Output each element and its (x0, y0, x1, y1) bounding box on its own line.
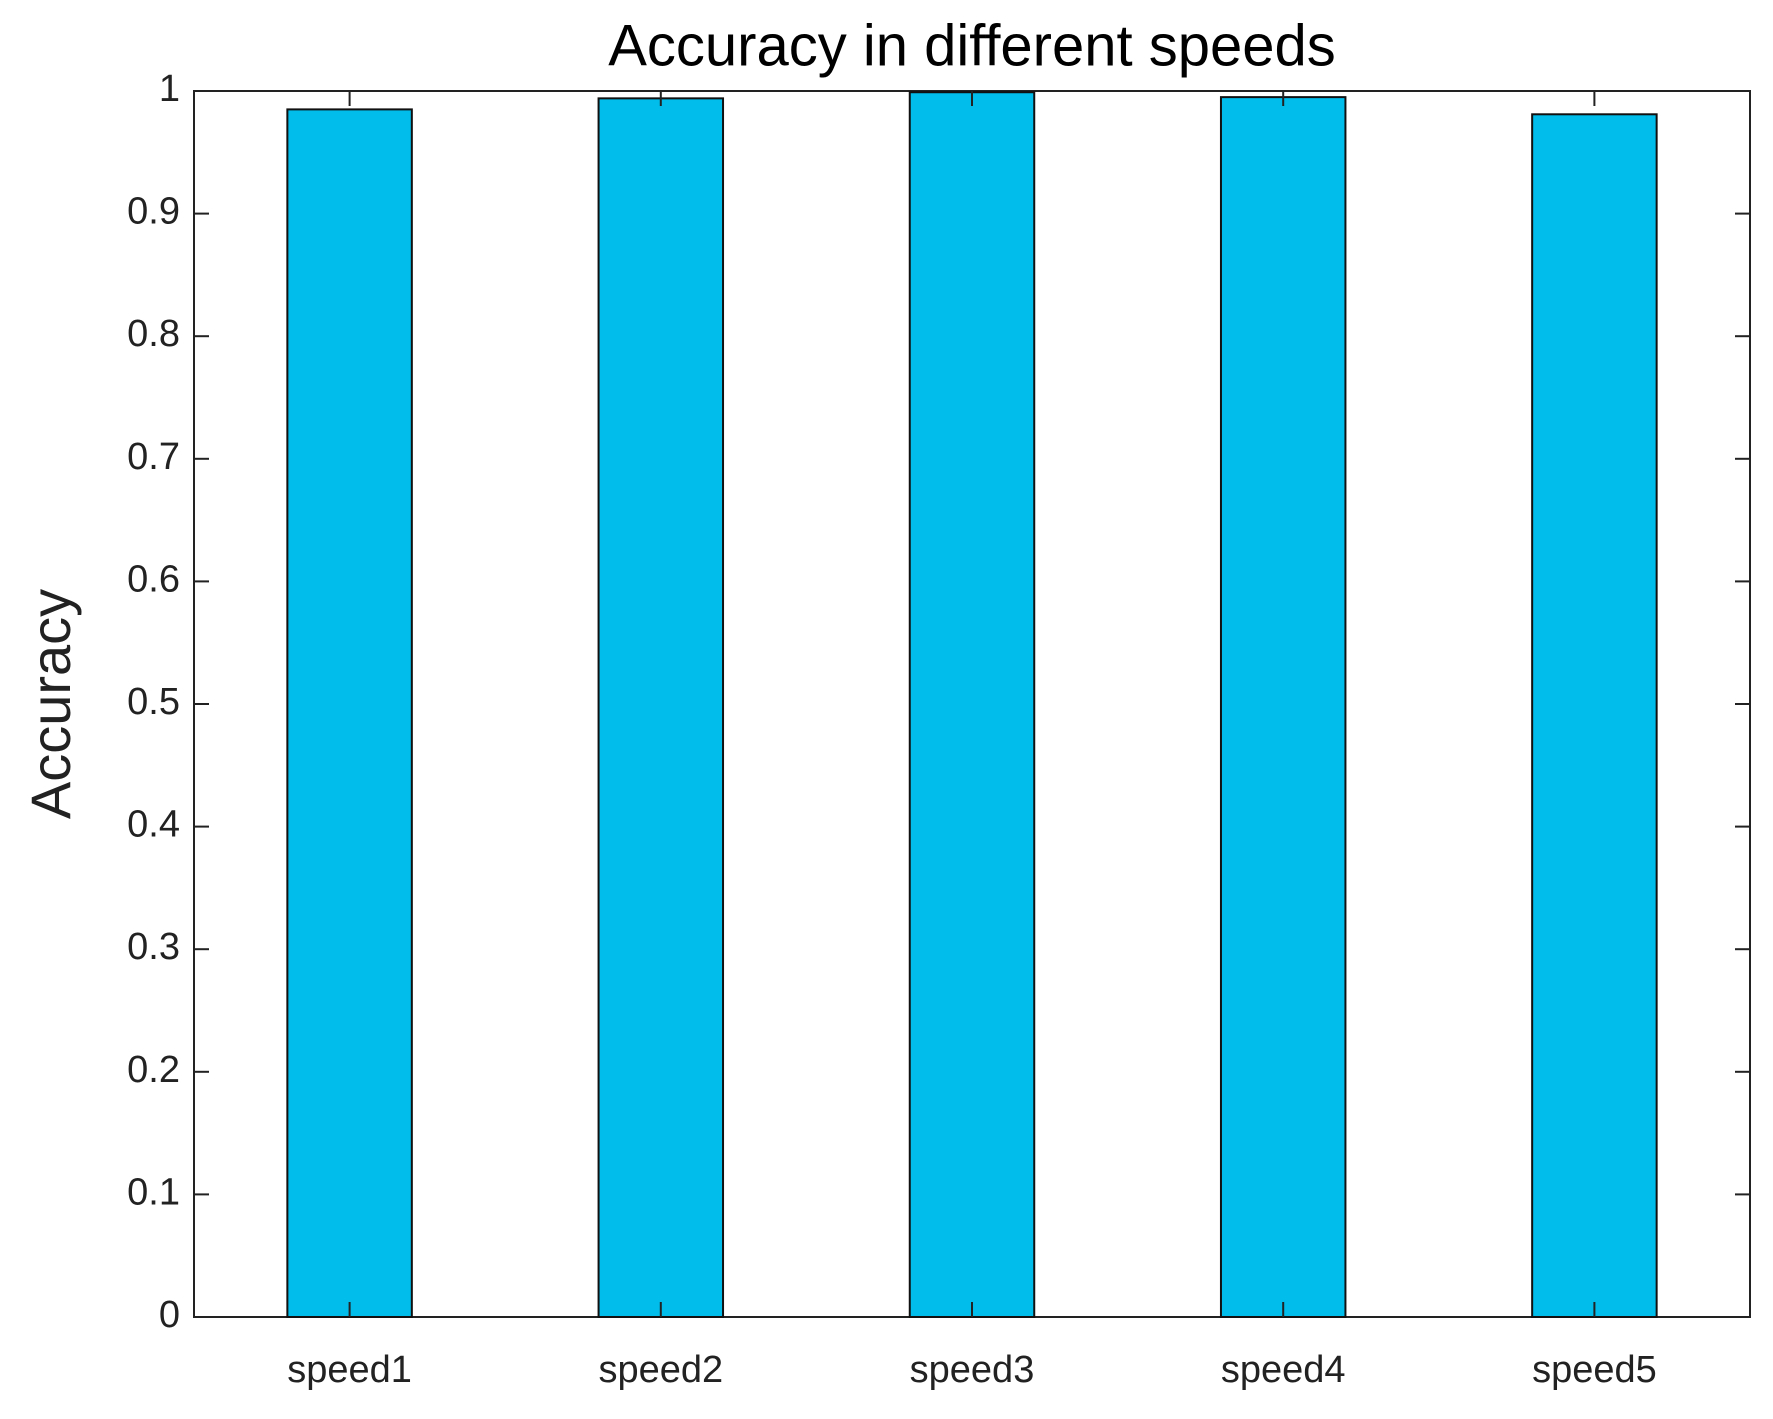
x-tick-label: speed4 (1221, 1349, 1346, 1391)
y-tick-label: 0.3 (127, 926, 180, 968)
x-tick-label: speed3 (910, 1349, 1035, 1391)
bar (1219, 96, 1347, 1318)
y-tick-label: 0.1 (127, 1171, 180, 1213)
y-tick-label: 0.2 (127, 1049, 180, 1091)
y-axis-label: Accuracy (19, 589, 82, 819)
y-tick-label: 0.7 (127, 436, 180, 478)
y-tick-label: 0.5 (127, 681, 180, 723)
y-tick-label: 0.9 (127, 191, 180, 233)
y-tick-label: 0.6 (127, 558, 180, 600)
y-tick-label: 0.8 (127, 313, 180, 355)
y-tick-label: 0 (159, 1294, 180, 1336)
x-tick-label: speed2 (598, 1349, 723, 1391)
bar (597, 97, 725, 1319)
bar (286, 108, 413, 1318)
bar (908, 91, 1036, 1319)
x-tick-label: speed5 (1532, 1349, 1657, 1391)
chart-title: Accuracy in different speeds (608, 13, 1336, 78)
bar (1531, 113, 1658, 1319)
y-tick-label: 1 (159, 68, 180, 110)
y-tick-label: 0.4 (127, 804, 180, 846)
x-tick-label: speed1 (287, 1349, 412, 1391)
